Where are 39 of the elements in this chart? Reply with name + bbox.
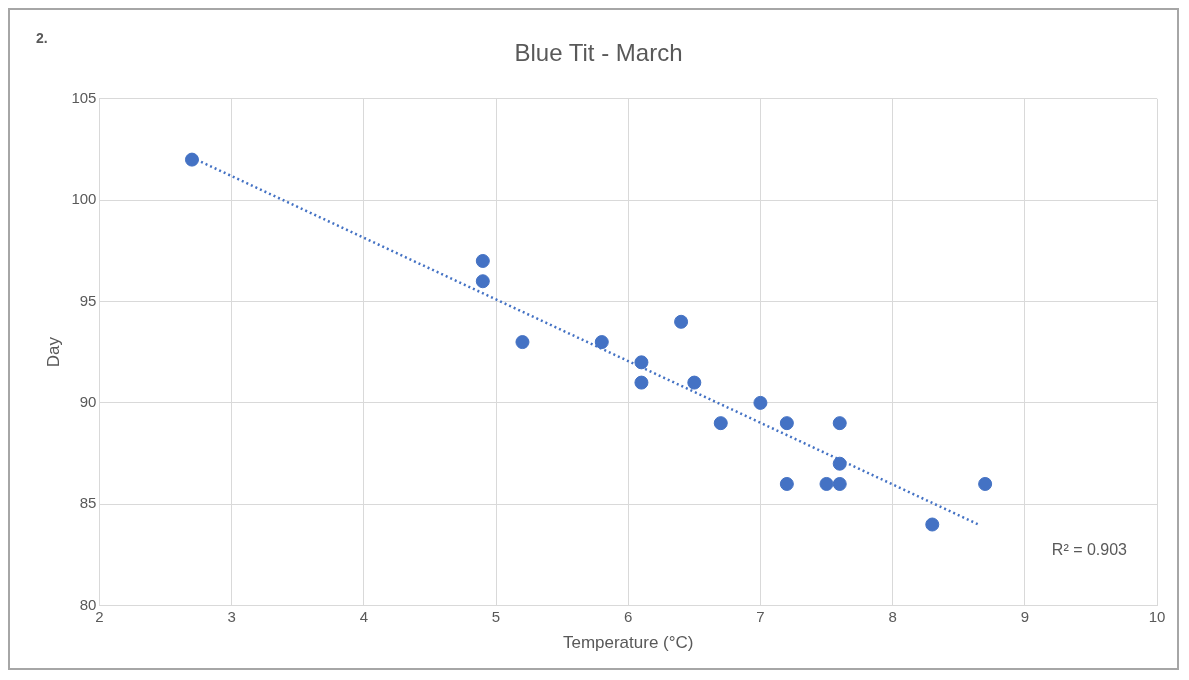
y-tick-label: 80: [79, 595, 97, 613]
point: [832, 456, 847, 471]
x-axis-title: Temperature (°C): [562, 633, 694, 653]
point: [594, 335, 609, 350]
x-tick-label: 7: [756, 607, 765, 625]
y-tick-label: 90: [79, 393, 97, 411]
point: [687, 375, 702, 390]
point: [753, 395, 768, 410]
point: [634, 375, 649, 390]
point: [184, 152, 199, 167]
point: [779, 416, 794, 431]
x-tick-label: 5: [491, 607, 501, 625]
point: [779, 476, 794, 491]
point: [634, 355, 649, 370]
text: 2.: [36, 29, 48, 46]
point: [925, 517, 940, 532]
x-tick-label: 9: [1020, 607, 1029, 625]
x-tick-label: 2: [95, 607, 104, 625]
x-tick-label: 10: [1148, 607, 1166, 625]
point: [832, 476, 847, 491]
annotation: R² = 0.903: [1051, 541, 1128, 559]
point: [713, 416, 728, 431]
x-tick-label: 6: [624, 607, 633, 625]
y-tick-label: 105: [71, 88, 97, 106]
y-tick-label: 95: [79, 291, 97, 309]
x-tick-label: 3: [227, 607, 236, 625]
x-tick-label: 8: [888, 607, 897, 625]
y-axis-title: Day: [43, 336, 63, 368]
y-tick-label: 85: [79, 494, 97, 512]
point: [674, 314, 689, 329]
point: [832, 416, 847, 431]
point: [475, 253, 490, 268]
point: [978, 476, 993, 491]
point: [819, 476, 834, 491]
point: [475, 274, 490, 289]
chart-title: Blue Tit - March: [514, 39, 683, 67]
y-tick-label: 100: [71, 190, 97, 208]
point: [515, 335, 530, 350]
x-tick-label: 4: [359, 607, 368, 625]
